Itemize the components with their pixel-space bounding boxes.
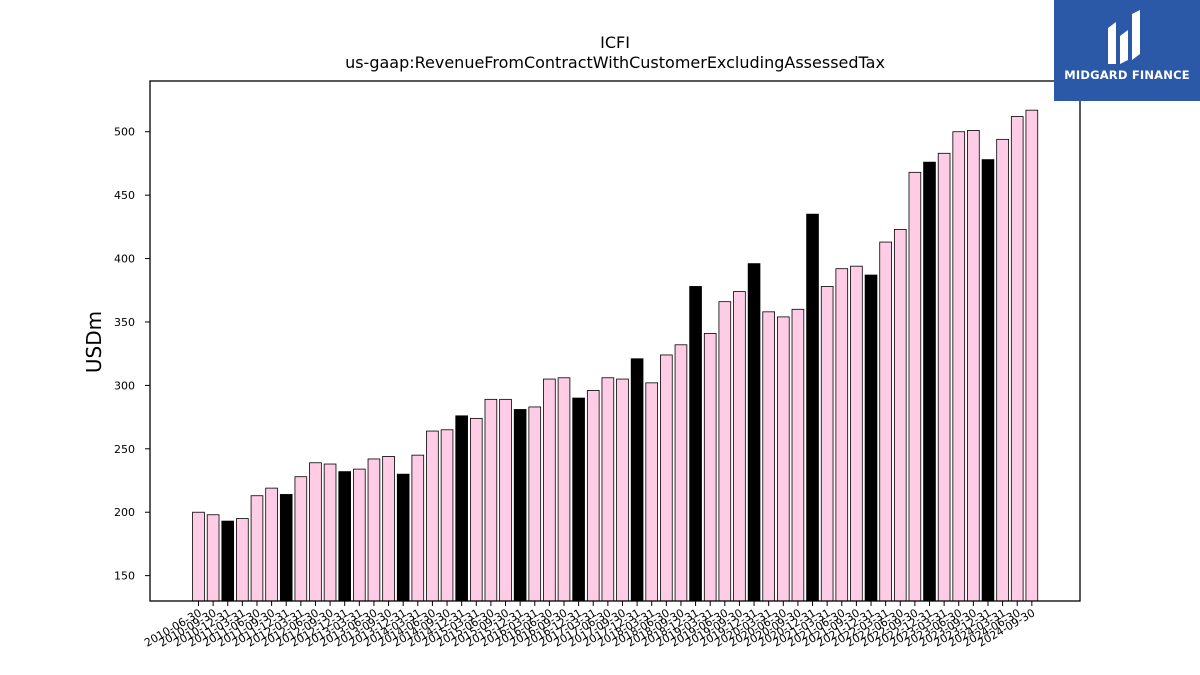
bar [645, 382, 659, 602]
bar [572, 397, 585, 602]
bar [616, 378, 629, 602]
bar [353, 468, 366, 602]
bar [879, 241, 892, 602]
y-tick-label: 250 [114, 443, 135, 456]
bar [1025, 109, 1039, 602]
chart-title: ICFI [600, 33, 630, 52]
bar [601, 377, 615, 602]
bar [250, 495, 264, 602]
bar [236, 518, 249, 602]
x-axis-ticks: 2010-06-302010-09-302010-12-312011-03-31… [142, 601, 1037, 650]
bar [996, 138, 1009, 602]
bar [367, 458, 381, 602]
bar [791, 308, 805, 602]
bar [338, 471, 351, 602]
y-tick-label: 400 [114, 253, 135, 266]
bar [543, 378, 556, 602]
bar [469, 417, 483, 602]
bar [411, 454, 425, 602]
bar [850, 265, 863, 602]
bar [484, 398, 498, 602]
midgard-logo-icon [1108, 10, 1140, 64]
bar [835, 268, 849, 602]
bar [747, 263, 761, 602]
plot-frame [149, 80, 1081, 602]
bar [689, 286, 702, 602]
bar [265, 487, 278, 602]
bar [309, 462, 322, 602]
bar [440, 429, 454, 602]
bar [981, 159, 995, 602]
bar [923, 161, 936, 602]
bar [192, 511, 205, 602]
bar [893, 228, 907, 602]
bar [820, 286, 834, 602]
bar [528, 406, 542, 602]
bar [806, 213, 819, 602]
y-tick-label: 500 [114, 126, 135, 139]
bar [513, 409, 527, 602]
midgard-finance-logo: MIDGARD FINANCE [1054, 0, 1200, 101]
bar [382, 456, 395, 602]
bar [279, 494, 293, 602]
bar [630, 358, 644, 602]
chart-subtitle: us-gaap:RevenueFromContractWithCustomerE… [345, 53, 885, 72]
bar [221, 520, 235, 602]
bar [294, 476, 308, 602]
bar [455, 415, 468, 602]
bar [499, 398, 512, 602]
y-tick-label: 200 [114, 506, 135, 519]
bar [660, 354, 673, 602]
bar [557, 377, 571, 602]
bar [908, 171, 922, 602]
bar [952, 131, 966, 602]
bar [1010, 116, 1024, 602]
bar [777, 316, 790, 602]
bar [762, 311, 775, 602]
y-axis-ticks: 150 200 250 300 350 400 450 500 [114, 126, 150, 583]
bar [586, 390, 600, 602]
bar [323, 463, 337, 602]
bar [937, 152, 951, 602]
bar [864, 274, 878, 602]
bar [426, 430, 439, 602]
bars-group [192, 109, 1039, 602]
bar [967, 130, 980, 602]
bar [396, 473, 410, 602]
y-tick-label: 450 [114, 189, 135, 202]
y-tick-label: 350 [114, 316, 135, 329]
bar [718, 301, 732, 602]
y-tick-label: 150 [114, 570, 135, 583]
y-tick-label: 300 [114, 379, 135, 392]
logo-text: MIDGARD FINANCE [1064, 68, 1190, 82]
bar [733, 291, 746, 602]
y-axis-label: USDm [82, 311, 106, 373]
bar [703, 332, 717, 602]
bar [674, 344, 688, 602]
bar [206, 514, 220, 602]
